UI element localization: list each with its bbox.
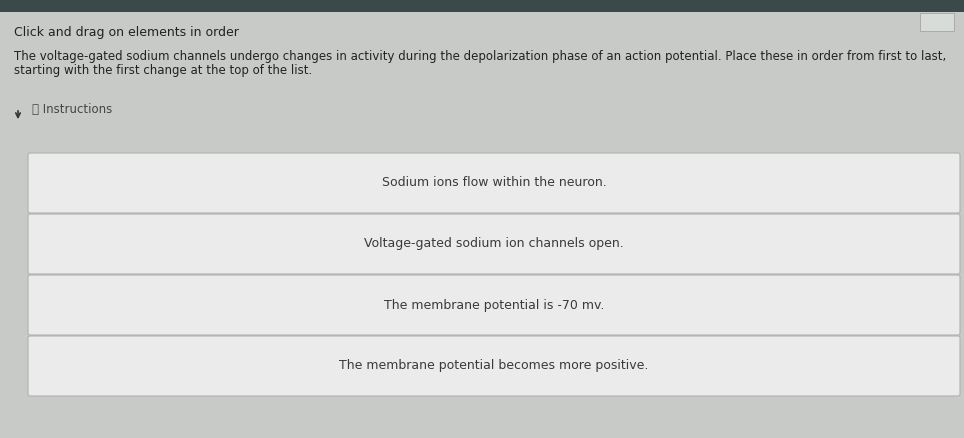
Text: Click and drag on elements in order: Click and drag on elements in order bbox=[14, 26, 239, 39]
Text: The membrane potential becomes more positive.: The membrane potential becomes more posi… bbox=[339, 360, 649, 372]
FancyBboxPatch shape bbox=[920, 13, 954, 31]
Bar bbox=[0, 0, 964, 12]
FancyBboxPatch shape bbox=[28, 214, 960, 274]
Text: Voltage-gated sodium ion channels open.: Voltage-gated sodium ion channels open. bbox=[364, 237, 624, 251]
FancyBboxPatch shape bbox=[28, 275, 960, 335]
FancyBboxPatch shape bbox=[28, 336, 960, 396]
Bar bbox=[31, 340, 959, 396]
Bar bbox=[31, 157, 959, 213]
Text: Sodium ions flow within the neuron.: Sodium ions flow within the neuron. bbox=[382, 177, 606, 190]
Text: ⓘ Instructions: ⓘ Instructions bbox=[32, 103, 112, 116]
Text: The membrane potential is -70 mv.: The membrane potential is -70 mv. bbox=[384, 299, 604, 311]
FancyBboxPatch shape bbox=[28, 153, 960, 213]
Bar bbox=[31, 218, 959, 274]
Text: starting with the first change at the top of the list.: starting with the first change at the to… bbox=[14, 64, 312, 77]
Text: The voltage-gated sodium channels undergo changes in activity during the depolar: The voltage-gated sodium channels underg… bbox=[14, 50, 947, 63]
Bar bbox=[31, 279, 959, 335]
